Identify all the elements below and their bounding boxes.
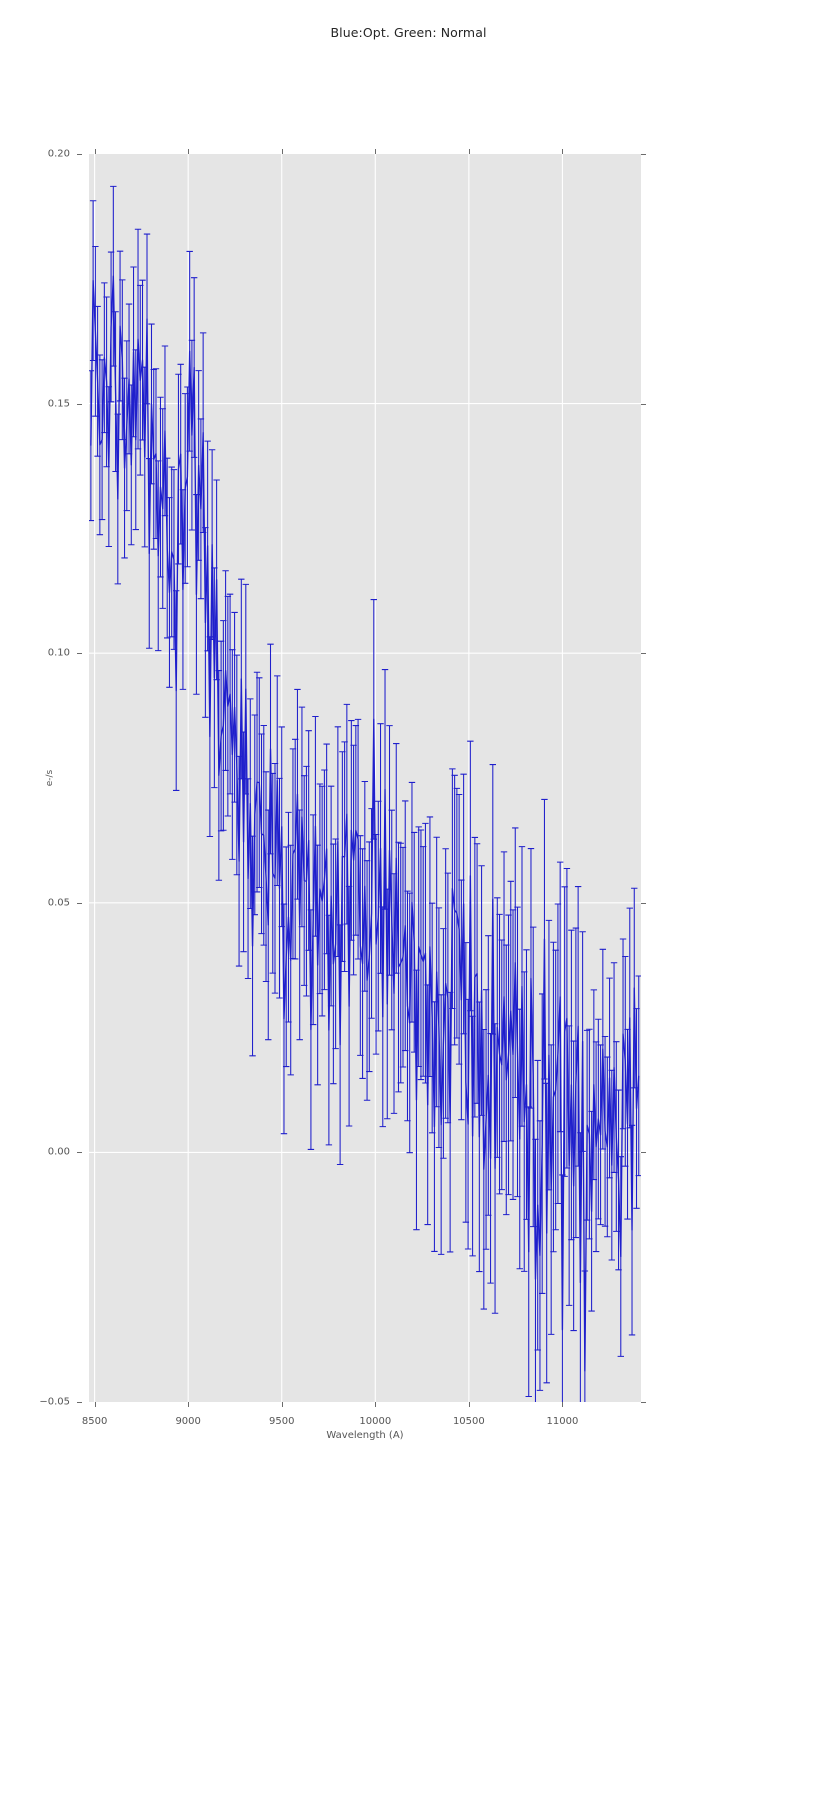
y-axis-tick-labels: −0.05 0.00 0.05 0.10 0.15 0.20 (0, 149, 82, 1408)
x-tick-mark-top (281, 149, 283, 154)
y-tick-mark-right (641, 403, 646, 405)
x-tick-label: 11000 (546, 1416, 579, 1427)
x-tick-mark (375, 1402, 377, 1407)
y-tick-mark-right (641, 902, 646, 904)
y-tick-label: 0.15 (47, 398, 70, 410)
x-tick-label: 10500 (452, 1416, 485, 1427)
x-tick-mark-top (94, 149, 96, 154)
x-tick-label: 9000 (175, 1416, 201, 1427)
x-tick-mark-top (188, 149, 190, 154)
x-axis-tick-labels: 8500 9000 9500 10000 10500 11000 (82, 1402, 641, 1442)
x-tick-label: 10000 (359, 1416, 392, 1427)
y-tick-mark (77, 154, 82, 155)
y-tick-label: −0.05 (39, 1396, 70, 1408)
plot-area (89, 149, 646, 1403)
y-tick-mark (77, 1402, 82, 1403)
x-tick-label: 9500 (268, 1416, 295, 1427)
x-tick-mark (188, 1402, 190, 1407)
x-tick-mark (94, 1402, 96, 1407)
y-axis-label: e-/s (45, 769, 55, 787)
y-tick-mark (77, 403, 82, 405)
x-tick-mark-top (375, 149, 377, 154)
x-tick-mark (562, 1402, 564, 1407)
y-tick-mark-right (641, 1152, 646, 1154)
data-series-blue-opt (89, 185, 641, 1402)
y-tick-mark-right (641, 1402, 646, 1403)
x-tick-label: 8500 (81, 1416, 108, 1427)
y-tick-mark-right (641, 154, 646, 155)
axes-background (89, 154, 641, 1402)
x-tick-mark (468, 1402, 470, 1407)
chart-title: Blue:Opt. Green: Normal (330, 25, 487, 40)
y-axis-label-wrap: e-/s (45, 770, 55, 787)
y-tick-label: 0.05 (47, 897, 70, 909)
y-tick-mark (77, 902, 82, 904)
y-tick-label: 0.00 (47, 1146, 70, 1158)
y-tick-mark (77, 1152, 82, 1154)
x-tick-mark (281, 1402, 283, 1407)
x-tick-mark-top (468, 149, 470, 154)
y-tick-mark-right (641, 653, 646, 655)
x-tick-mark-top (562, 149, 564, 154)
y-tick-label: 0.20 (47, 148, 70, 160)
x-axis-label: Wavelength (A) (326, 1430, 404, 1441)
y-tick-label: 0.10 (47, 647, 70, 659)
y-tick-mark (77, 653, 82, 655)
